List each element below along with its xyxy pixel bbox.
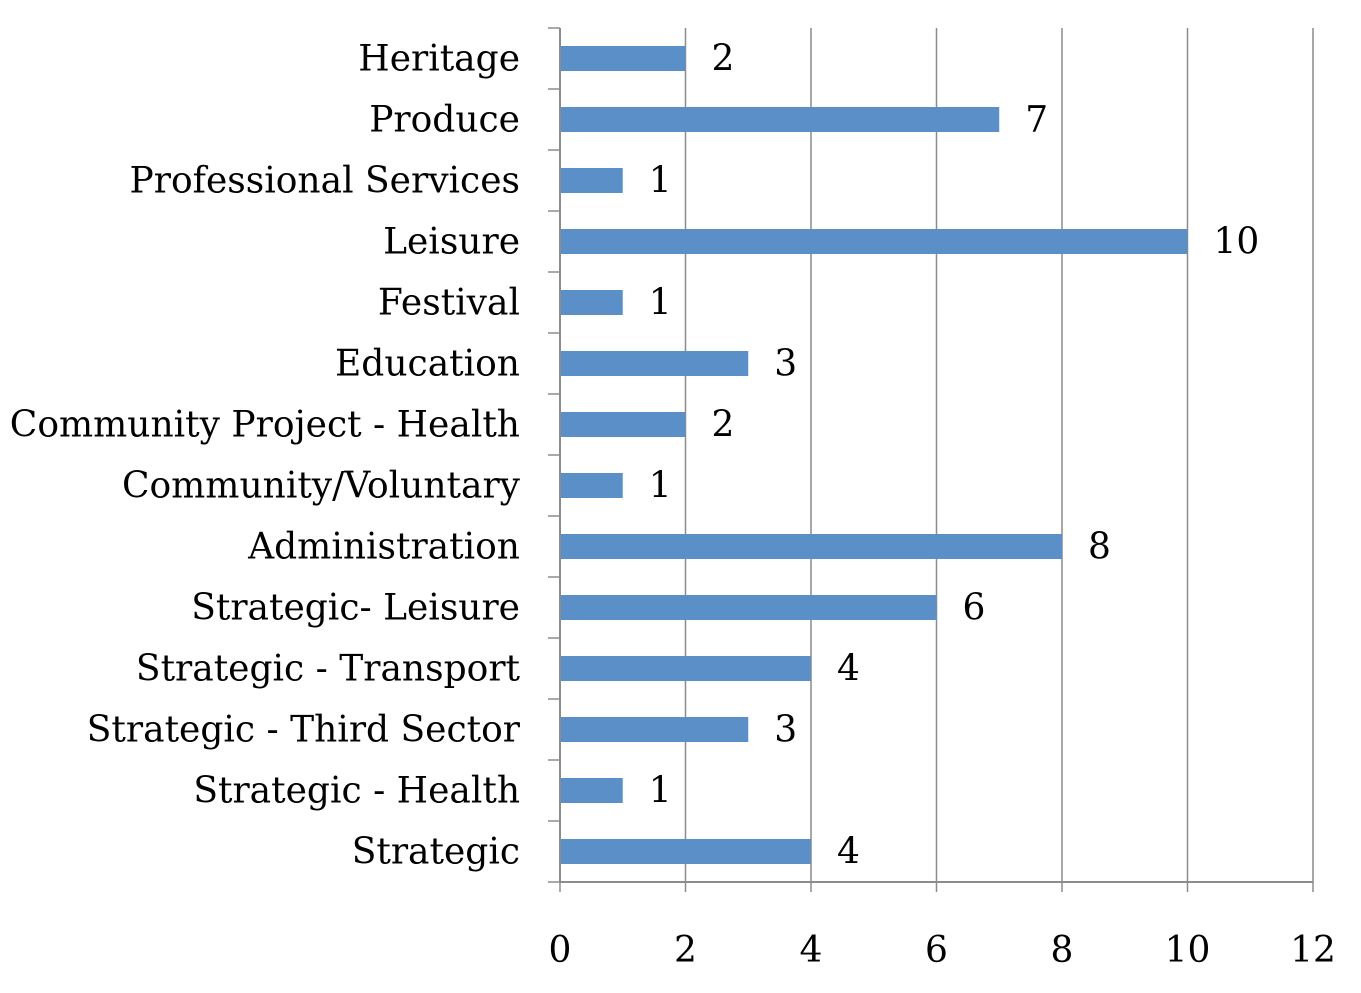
data-label: 3 [774,710,797,751]
data-label: 6 [963,588,986,629]
data-label: 1 [649,466,672,507]
data-label: 10 [1214,222,1260,263]
bar [560,229,1188,254]
bar [560,290,623,315]
bar [560,534,1062,559]
data-label: 4 [837,649,860,690]
bar [560,839,811,864]
bar [560,595,937,620]
bar [560,473,623,498]
bar [560,717,749,742]
x-tick-label: 2 [674,930,697,971]
bar [560,168,623,193]
x-tick-label: 12 [1290,930,1336,971]
data-label: 1 [649,283,672,324]
category-label: Strategic- Leisure [191,588,520,629]
x-tick-label: 0 [549,930,572,971]
category-label: Heritage [358,39,520,80]
category-label: Community Project - Health [10,405,520,446]
data-label: 2 [712,39,735,80]
data-label: 7 [1025,100,1048,141]
bar [560,778,623,803]
data-label: 1 [649,161,672,202]
axes [548,27,1314,892]
x-tick-label: 4 [800,930,823,971]
category-label: Strategic - Health [193,771,520,812]
bar [560,107,1000,132]
data-label: 3 [774,344,797,385]
x-tick-label: 8 [1051,930,1074,971]
data-label: 1 [649,771,672,812]
x-tick-label: 6 [925,930,948,971]
category-label: Community/Voluntary [122,466,521,507]
data-label: 8 [1088,527,1111,568]
category-label: Professional Services [130,161,520,202]
category-label: Festival [378,283,520,324]
category-label: Produce [369,100,520,141]
bar [560,656,811,681]
bar [560,412,686,437]
data-label: 2 [712,405,735,446]
category-label: Strategic - Transport [136,649,521,690]
category-label: Strategic - Third Sector [87,710,521,751]
bar [560,351,749,376]
category-label: Education [335,344,520,385]
category-label: Leisure [383,222,520,263]
x-tick-label: 10 [1165,930,1211,971]
bars [560,46,1188,864]
category-label: Strategic [352,832,520,873]
bar [560,46,686,71]
gridlines [684,28,1314,882]
category-label: Administration [247,527,520,568]
data-label: 4 [837,832,860,873]
